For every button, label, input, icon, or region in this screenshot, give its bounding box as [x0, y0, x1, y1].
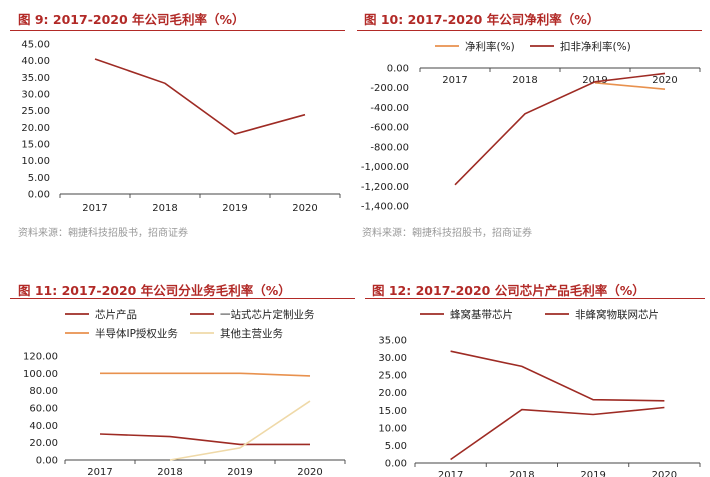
chart-2-ytick: -600.00 [370, 123, 409, 134]
chart-1-ytick: 25.00 [21, 106, 50, 117]
chart-1-ytick: 5.00 [28, 173, 50, 184]
chart-1-ytick: 40.00 [21, 56, 50, 67]
chart-1-rule [10, 30, 345, 31]
chart-4-xtick: 2018 [509, 470, 534, 477]
chart-4-legend-label: 非蜂窝物联网芯片 [575, 308, 659, 321]
chart-3-series-line [99, 433, 310, 446]
chart-3-ytick: 120.00 [23, 352, 58, 363]
chart-1-xtick: 2018 [152, 203, 177, 214]
chart-2-series-line [594, 82, 666, 90]
chart-3-ytick: 20.00 [29, 438, 58, 449]
chart-2-series-line [454, 72, 666, 186]
chart-4-rule [365, 298, 705, 299]
chart-2-title: 图 10: 2017-2020 年公司净利率（%） [364, 12, 600, 27]
chart-1-source: 资料来源：翱捷科技招股书，招商证券 [18, 228, 188, 239]
chart-4-ytick: 35.00 [378, 336, 407, 347]
chart-2-legend-label: 扣非净利率(%) [560, 40, 631, 53]
chart-2: 0.00 -200.00 -400.00 -600.00 -800.00 -1,000.0… [361, 40, 701, 213]
chart-2-ytick: -1,200.00 [361, 182, 409, 193]
chart-3-legend-label: 一站式芯片定制业务 [220, 308, 315, 321]
chart-3-series-line [169, 400, 311, 461]
chart-3-ytick: 0.00 [36, 456, 58, 467]
chart-2-ytick: -400.00 [370, 103, 409, 114]
chart-2-ytick: -800.00 [370, 142, 409, 153]
chart-4-xtick: 2017 [438, 470, 463, 477]
chart-3-ytick: 100.00 [23, 369, 58, 380]
chart-2-ytick: -1,400.00 [361, 202, 409, 213]
chart-3-series-line [100, 372, 311, 377]
chart-3-title: 图 11: 2017-2020 年公司分业务毛利率（%） [18, 283, 291, 298]
chart-4-xtick: 2020 [652, 470, 677, 477]
chart-3-ytick: 80.00 [29, 386, 58, 397]
chart-3-xtick: 2018 [157, 467, 182, 477]
chart-2-xtick: 2017 [442, 75, 467, 86]
chart-4-title: 图 12: 2017-2020 公司芯片产品毛利率（%） [372, 283, 645, 298]
chart-3-ytick: 60.00 [29, 404, 58, 415]
chart-3-ytick: 40.00 [29, 421, 58, 432]
chart-2-legend-label: 净利率(%) [465, 40, 515, 53]
chart-4-ytick: 5.00 [385, 441, 407, 452]
chart-1-ytick: 35.00 [21, 73, 50, 84]
chart-4-series-line [450, 350, 665, 402]
chart-2-ytick: -1,000.00 [361, 162, 409, 173]
chart-4: 0.00 5.00 10.00 15.00 20.00 25.00 30.00 35.00 20… [378, 308, 701, 477]
chart-2-ytick: -200.00 [370, 83, 409, 94]
chart-1-title: 图 9: 2017-2020 年公司毛利率（%） [18, 12, 245, 27]
chart-1-series-line [94, 58, 306, 135]
chart-1-ytick: 30.00 [21, 90, 50, 101]
chart-3-rule [10, 298, 355, 299]
chart-1-ytick: 0.00 [28, 190, 50, 201]
chart-3-legend-label: 芯片产品 [95, 308, 137, 321]
chart-3-xtick: 2020 [297, 467, 322, 477]
chart-2-xtick: 2019 [582, 75, 607, 86]
chart-4-xtick: 2019 [580, 470, 605, 477]
chart-4-legend-label: 蜂窝基带芯片 [450, 308, 513, 321]
chart-1-ytick: 10.00 [21, 156, 50, 167]
chart-2-source: 资料来源：翱捷科技招股书，招商证券 [362, 228, 532, 239]
chart-2-rule [357, 30, 702, 31]
chart-3-legend-label: 半导体IP授权业务 [95, 327, 178, 340]
chart-3-xtick: 2017 [87, 467, 112, 477]
chart-1-xtick: 2019 [222, 203, 247, 214]
chart-4-ytick: 25.00 [378, 371, 407, 382]
chart-4-ytick: 15.00 [378, 406, 407, 417]
chart-2-xtick: 2018 [512, 75, 537, 86]
chart-1: 0.00 5.00 10.00 15.00 20.00 25.00 30.00 35.00 40… [21, 40, 341, 214]
chart-4-ytick: 0.00 [385, 459, 407, 470]
chart-4-series-line [450, 406, 665, 461]
chart-3-xtick: 2019 [227, 467, 252, 477]
chart-4-ytick: 10.00 [378, 423, 407, 434]
chart-2-xtick: 2020 [652, 75, 677, 86]
chart-1-xtick: 2017 [82, 203, 107, 214]
chart-1-ytick: 45.00 [21, 40, 50, 51]
chart-3: 0.00 20.00 40.00 60.00 80.00 100.00 120.00 2017… [23, 308, 346, 477]
chart-4-ytick: 30.00 [378, 353, 407, 364]
chart-1-ytick: 20.00 [21, 123, 50, 134]
chart-3-legend-label: 其他主营业务 [220, 327, 283, 340]
chart-4-ytick: 20.00 [378, 388, 407, 399]
chart-1-ytick: 15.00 [21, 140, 50, 151]
chart-2-ytick: 0.00 [387, 64, 409, 75]
chart-1-xtick: 2020 [292, 203, 317, 214]
